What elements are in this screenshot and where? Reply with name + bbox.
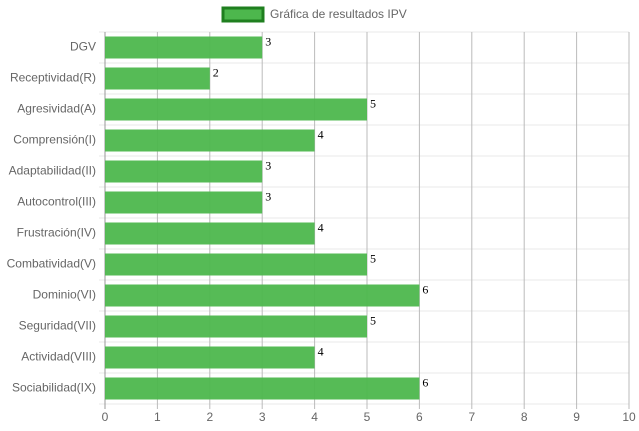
y-tick-label: Sociabilidad(IX): [12, 381, 96, 395]
x-tick-label: 3: [259, 410, 266, 424]
bar: [105, 191, 263, 214]
bar: [105, 67, 210, 90]
x-tick-label: 8: [521, 410, 528, 424]
y-tick-label: Adaptabilidad(II): [9, 164, 96, 178]
data-label: 4: [318, 127, 324, 141]
data-label: 4: [318, 344, 324, 358]
x-tick-label: 9: [573, 410, 580, 424]
bar: [105, 284, 420, 307]
y-tick-label: DGV: [70, 40, 96, 54]
y-tick-label: Actividad(VIII): [21, 350, 96, 364]
legend-label: Gráfica de resultados IPV: [270, 7, 407, 21]
bar: [105, 377, 420, 400]
data-label: 3: [265, 158, 271, 172]
data-label: 3: [265, 189, 271, 203]
y-tick-label: Dominio(VI): [33, 288, 96, 302]
x-tick-label: 10: [622, 410, 636, 424]
bar: [105, 253, 367, 276]
bar: [105, 129, 315, 152]
y-tick-label: Comprensión(I): [13, 133, 96, 147]
data-label: 4: [318, 220, 324, 234]
bar: [105, 222, 315, 245]
bar: [105, 346, 315, 369]
data-label: 5: [370, 251, 376, 265]
bar: [105, 315, 367, 338]
y-tick-label: Receptividad(R): [10, 71, 96, 85]
x-tick-label: 4: [311, 410, 318, 424]
data-label: 3: [265, 34, 271, 48]
y-tick-label: Agresividad(A): [17, 102, 96, 116]
x-tick-label: 2: [206, 410, 213, 424]
bar: [105, 160, 263, 183]
y-tick-label: Frustración(IV): [17, 226, 96, 240]
x-tick-label: 1: [154, 410, 161, 424]
x-tick-label: 0: [102, 410, 109, 424]
bar: [105, 36, 263, 59]
y-tick-label: Combatividad(V): [7, 257, 96, 271]
y-tick-label: Seguridad(VII): [19, 319, 96, 333]
data-label: 6: [422, 282, 428, 296]
bar: [105, 98, 367, 121]
data-label: 6: [422, 375, 428, 389]
data-label: 2: [213, 65, 219, 79]
data-label: 5: [370, 313, 376, 327]
y-tick-label: Autocontrol(III): [17, 195, 96, 209]
x-tick-label: 7: [468, 410, 475, 424]
x-tick-label: 6: [416, 410, 423, 424]
x-tick-label: 5: [364, 410, 371, 424]
data-label: 5: [370, 96, 376, 110]
legend-swatch: [221, 6, 265, 23]
